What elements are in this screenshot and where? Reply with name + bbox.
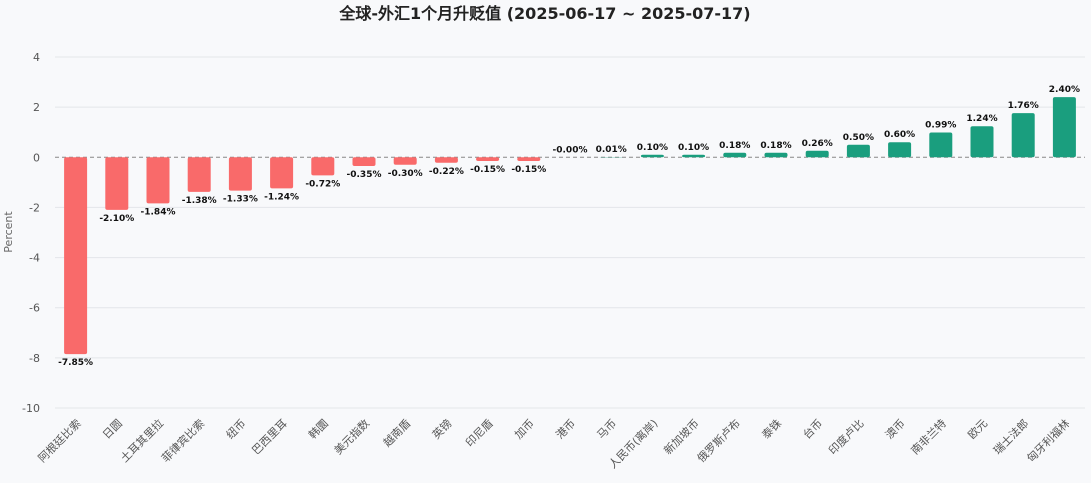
x-tick-label: 台币 xyxy=(800,416,825,441)
data-label: 0.50% xyxy=(843,133,874,143)
bar xyxy=(805,150,829,158)
bar xyxy=(146,157,170,204)
x-tick-label: 欧元 xyxy=(965,417,990,442)
bar xyxy=(476,157,500,162)
bar xyxy=(517,157,541,162)
bar xyxy=(640,154,664,158)
bar xyxy=(270,157,294,189)
bar xyxy=(64,157,88,355)
data-label: 0.10% xyxy=(637,143,668,153)
x-tick-label: 印度卢比 xyxy=(826,416,867,457)
bar xyxy=(929,132,953,158)
x-tick-label: 瑞士法郎 xyxy=(990,416,1031,457)
x-tick-label: 美元指数 xyxy=(331,416,372,457)
data-labels: -7.85% -2.10% -1.84% -1.38% -1.33% -1.24% -0.7… xyxy=(58,85,1080,368)
y-tick-label: -4 xyxy=(29,252,40,265)
data-label: -0.35% xyxy=(347,170,382,180)
data-label: -7.85% xyxy=(58,358,93,368)
bar xyxy=(1011,113,1035,158)
x-tick-label: 日圆 xyxy=(100,417,125,442)
data-label: 0.99% xyxy=(925,120,956,130)
x-tick-label: 巴西里耳 xyxy=(249,417,289,457)
data-label: -1.38% xyxy=(182,196,217,206)
x-tick-label: 马币 xyxy=(595,417,620,442)
bar xyxy=(187,157,211,192)
x-tick-label: 新加坡币 xyxy=(661,416,702,457)
data-label: -1.24% xyxy=(264,192,299,202)
x-tick-label: 阿根廷比索 xyxy=(35,416,84,465)
bar xyxy=(764,152,788,158)
data-label: -0.15% xyxy=(511,165,546,175)
data-label: -0.22% xyxy=(429,167,464,177)
bar xyxy=(393,157,417,165)
y-tick-label: 2 xyxy=(33,101,40,114)
gridlines xyxy=(55,56,1085,409)
x-tick-label: 加币 xyxy=(512,417,537,442)
data-label: 0.01% xyxy=(596,145,627,155)
data-label: -0.72% xyxy=(305,179,340,189)
data-label: 0.60% xyxy=(884,130,915,140)
y-tick-label: -2 xyxy=(29,201,40,214)
x-tick-label: 韩圜 xyxy=(305,416,330,441)
x-tick-label: 印尼盾 xyxy=(463,417,496,450)
bar xyxy=(1052,97,1076,158)
bar xyxy=(970,126,994,158)
bar xyxy=(105,157,129,210)
bar xyxy=(682,154,706,158)
data-label: -1.33% xyxy=(223,195,258,205)
y-tick-label: -8 xyxy=(29,352,40,365)
y-tick-label: 0 xyxy=(33,151,40,164)
data-label: 2.40% xyxy=(1049,85,1080,95)
x-tick-label: 泰铢 xyxy=(759,416,784,441)
bar xyxy=(723,152,747,158)
x-tick-label: 匈牙利福林 xyxy=(1024,416,1073,465)
data-label: 1.76% xyxy=(1008,101,1039,111)
data-label: 0.18% xyxy=(760,141,791,151)
x-tick-label: 菲律宾比索 xyxy=(159,416,208,465)
x-tick-label: 纽币 xyxy=(223,416,248,441)
x-tick-label: 俄罗斯卢布 xyxy=(695,417,743,465)
data-label: 1.24% xyxy=(966,114,997,124)
x-tick-label: 南非兰特 xyxy=(908,416,949,457)
data-label: -1.84% xyxy=(141,207,176,217)
bar xyxy=(434,157,458,163)
data-label: -0.00% xyxy=(553,145,588,155)
chart-title: 全球-外汇1个月升贬值 (2025-06-17 ~ 2025-07-17) xyxy=(338,4,750,23)
bar xyxy=(846,144,870,158)
bar xyxy=(311,157,335,176)
data-label: 0.18% xyxy=(719,141,750,151)
y-tick-label: 4 xyxy=(33,51,40,64)
data-label: 0.26% xyxy=(802,139,833,149)
data-label: -2.10% xyxy=(99,214,134,224)
y-tick-label: -10 xyxy=(22,402,40,415)
x-tick-label: 英镑 xyxy=(429,416,454,441)
x-tick-label: 港币 xyxy=(553,417,578,442)
y-tick-label: -6 xyxy=(29,302,40,315)
bar xyxy=(888,142,912,158)
x-axis-ticks: 阿根廷比索 日圆土耳其里拉菲律宾比索 纽币 巴西里耳 韩圜 美元指数 越南盾 英镑 印尼盾 加币港… xyxy=(35,416,1073,471)
x-tick-label: 澳币 xyxy=(883,417,908,442)
x-tick-label: 越南盾 xyxy=(380,416,413,449)
data-label: 0.10% xyxy=(678,143,709,153)
y-axis-ticks: 4 2 0 -2 -4 -6 -8 -10 xyxy=(22,51,40,415)
bar xyxy=(352,157,376,167)
y-axis-label: Percent xyxy=(2,211,15,253)
data-label: -0.15% xyxy=(470,165,505,175)
bar xyxy=(228,157,252,191)
bars xyxy=(64,97,1076,355)
x-tick-label: 土耳其里拉 xyxy=(117,416,166,465)
data-label: -0.30% xyxy=(388,169,423,179)
